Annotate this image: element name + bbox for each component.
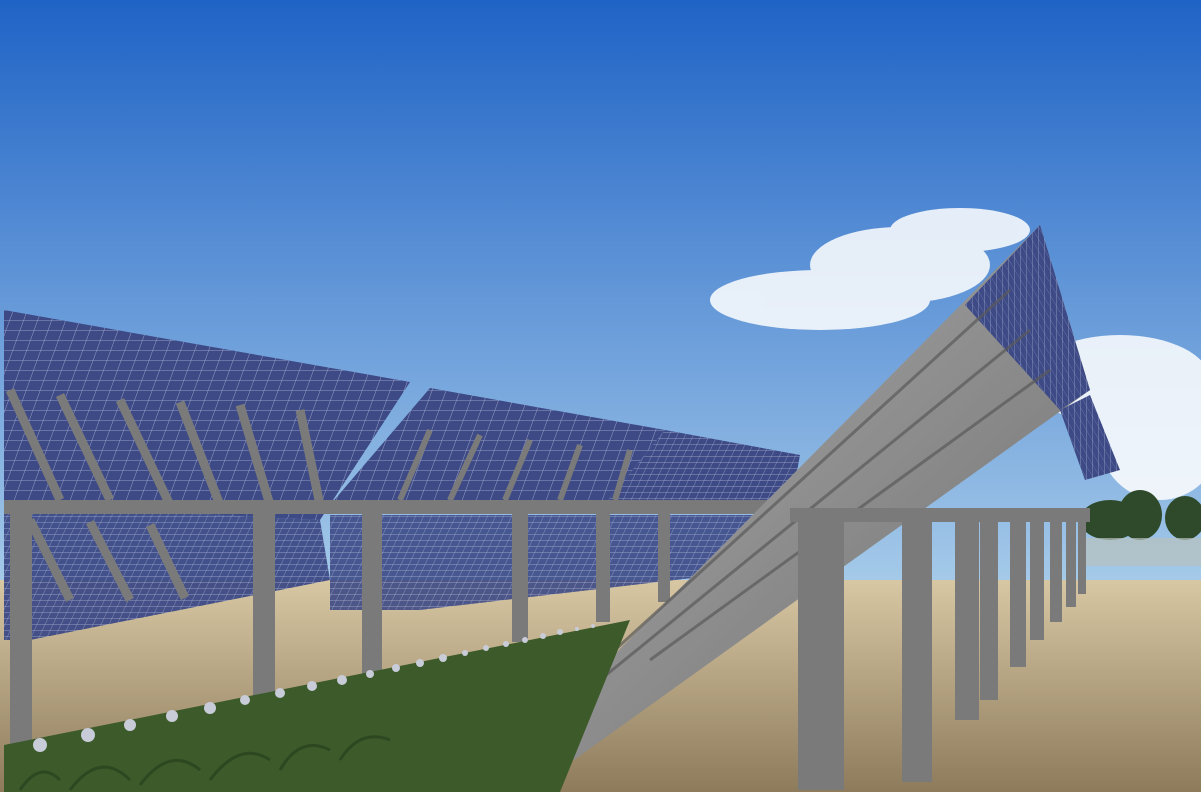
support-post-icon bbox=[10, 505, 670, 750]
solar-panel-row-left bbox=[4, 310, 410, 640]
cloud-icon bbox=[710, 208, 1201, 500]
fence-icon bbox=[1085, 538, 1201, 566]
support-beam bbox=[4, 500, 804, 514]
solar-panel-row-middle bbox=[330, 388, 800, 610]
support-post-icon bbox=[798, 515, 1086, 790]
support-beam-right bbox=[790, 508, 1090, 522]
crop-plant-icon bbox=[4, 620, 630, 792]
tree-icon bbox=[1080, 490, 1201, 540]
